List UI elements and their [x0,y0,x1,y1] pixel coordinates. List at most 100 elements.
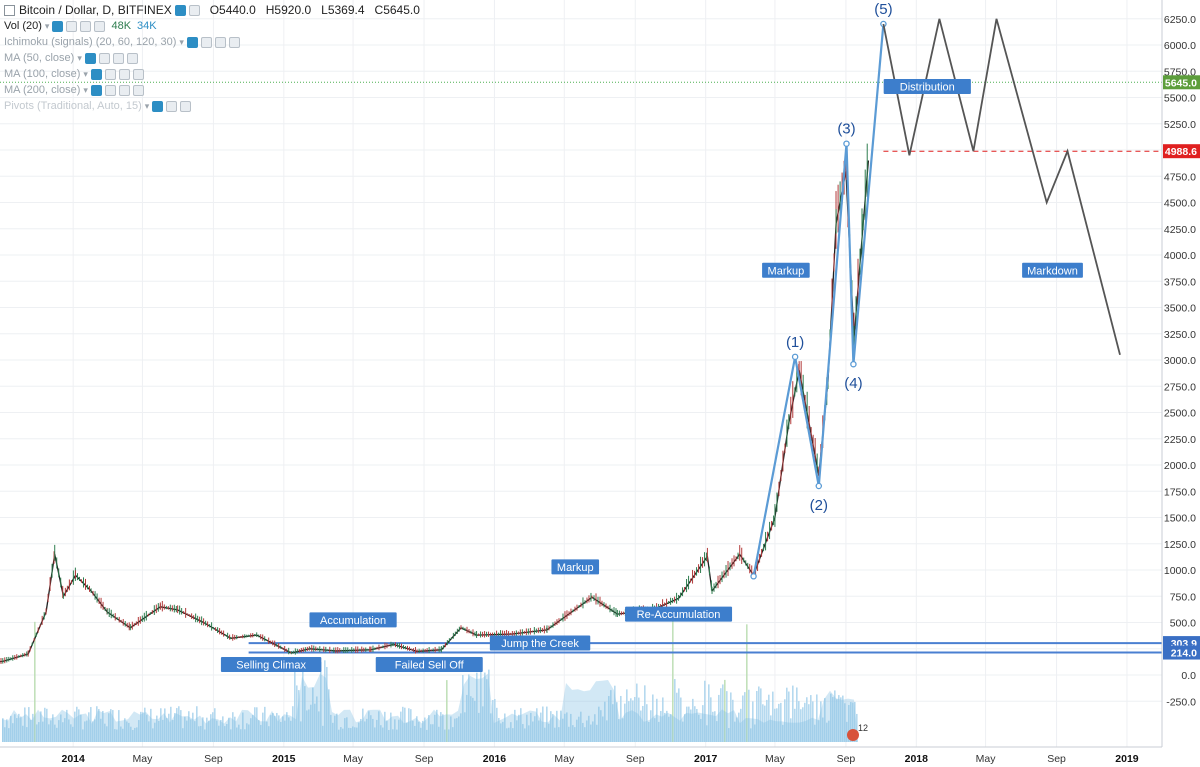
settings-icon[interactable] [104,84,116,96]
volume-bar [802,707,804,742]
annotation-background [883,79,971,94]
volume-bar [658,721,660,742]
volume-bar [746,624,748,742]
volume-bar [474,700,476,742]
volume-bar [740,708,742,742]
legend-ma50-row[interactable]: MA (50, close) ▾ [4,50,420,66]
legend-volume-row[interactable]: Vol (20) ▾ 48K 34K [4,18,420,34]
eye-icon[interactable] [90,68,102,80]
volume-bar [824,698,826,742]
annotation-text: Jump the Creek [501,638,579,650]
volume-bar [340,727,342,742]
annotation-text: Distribution [900,82,955,94]
volume-bar [544,727,546,742]
close-icon[interactable] [132,84,144,96]
volume-bar [14,714,16,742]
volume-bar [636,683,638,742]
add-icon[interactable] [80,20,92,32]
add-icon[interactable] [118,84,130,96]
chevron-down-icon[interactable]: ▾ [144,101,150,111]
volume-bar [248,724,250,742]
volume-bar [172,720,174,742]
volume-bar [446,680,448,742]
legend-ma200-row[interactable]: MA (200, close) ▾ [4,82,420,98]
volume-bar [836,699,838,742]
volume-bar [132,729,134,742]
symbol-square-icon [4,4,15,16]
volume-bar [430,724,432,742]
volume-bar [558,727,560,742]
volume-bar [316,696,318,742]
volume-bar [708,684,710,742]
close-icon[interactable] [126,52,138,64]
event-badge-icon [847,729,859,741]
volume-bar [720,688,722,742]
eye-icon[interactable] [90,84,102,96]
volume-bar [604,701,606,742]
volume-bar [750,728,752,742]
settings-icon[interactable] [66,20,78,32]
volume-bar [448,729,450,742]
volume-bar [208,720,210,742]
close-icon[interactable] [94,20,106,32]
eye-icon[interactable] [84,52,96,64]
add-icon[interactable] [214,36,226,48]
volume-bar [82,729,84,742]
volume-bar [710,697,712,742]
volume-bar [550,711,552,742]
add-icon[interactable] [112,52,124,64]
wave-label: (3) [837,121,855,138]
eye-icon[interactable] [52,20,64,32]
eye-icon[interactable] [152,100,164,112]
price-tick-label: 1500.0 [1164,513,1196,525]
volume-bar [654,718,656,742]
price-tag-background [1163,645,1200,660]
volume-bar [660,710,662,742]
close-icon[interactable] [180,100,192,112]
eye-icon[interactable] [174,4,186,16]
volume-bar [432,724,434,742]
volume-bar [756,691,758,742]
volume-bar [50,720,52,742]
volume-bar [120,726,122,742]
volume-bar [384,711,386,742]
settings-icon[interactable] [98,52,110,64]
volume-bar [240,729,242,742]
volume-bar [118,710,120,742]
volume-bar [166,718,168,742]
chevron-down-icon[interactable]: ▾ [83,85,88,95]
settings-icon[interactable] [200,36,212,48]
close-icon[interactable] [228,36,240,48]
chevron-down-icon[interactable]: ▾ [179,37,184,47]
volume-bar [218,725,220,742]
settings-icon[interactable] [166,100,178,112]
eye-icon[interactable] [186,36,198,48]
volume-bar [702,705,704,742]
add-icon[interactable] [118,68,130,80]
volume-indicator-label: Vol (20) [4,20,42,32]
close-icon[interactable] [132,68,144,80]
volume-bar [342,728,344,742]
chevron-down-icon[interactable]: ▾ [77,53,82,63]
settings-icon[interactable] [188,4,200,16]
chevron-down-icon[interactable]: ▾ [44,21,50,31]
chevron-down-icon[interactable]: ▾ [83,69,88,79]
volume-bar [84,721,86,742]
legend-ichimoku-row[interactable]: Ichimoku (signals) (20, 60, 120, 30) ▾ [4,34,420,50]
volume-bar [540,712,542,742]
volume-bar [160,708,162,742]
volume-bar [114,729,116,742]
volume-bar [74,711,76,742]
settings-icon[interactable] [104,68,116,80]
volume-bar [722,684,724,742]
annotation-text: Accumulation [320,615,386,627]
annotation-text: Markup [557,562,594,574]
volume-bar [138,720,140,742]
price-tick-label: 4000.0 [1164,250,1196,262]
legend-ma100-row[interactable]: MA (100, close) ▾ [4,66,420,82]
volume-bar [530,712,532,742]
volume-bar [144,707,146,742]
legend-pivots-row[interactable]: Pivots (Traditional, Auto, 15) ▾ [4,98,420,114]
volume-bar [142,712,144,742]
